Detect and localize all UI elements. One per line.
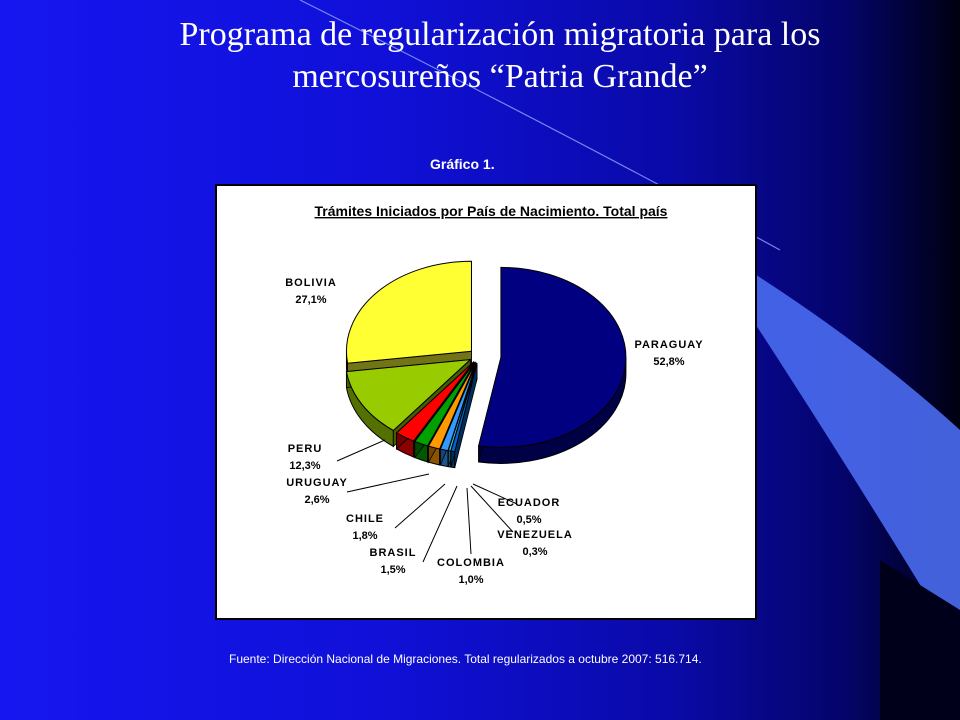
- source-footer: Fuente: Dirección Nacional de Migracione…: [229, 652, 702, 666]
- pie-slices: [345, 260, 627, 469]
- slice-label-colombia: COLOMBIA: [437, 557, 505, 569]
- pie-slice-top-bolivia: [345, 260, 472, 364]
- pie-slice-top-brasil: [427, 362, 477, 450]
- slice-value-paraguay: 52,8%: [653, 356, 684, 368]
- pie-labels: PARAGUAY 52,8% BOLIVIA 27,1% PERU 12,3% URUGUA…: [285, 277, 703, 586]
- slice-label-peru: PERU: [288, 443, 323, 455]
- slide-title: Programa de regularización migratoria pa…: [60, 14, 940, 98]
- pie-slice-top-ecuador: [450, 362, 478, 453]
- chart-caption: Gráfico 1.: [430, 156, 495, 172]
- chart-frame: Trámites Iniciados por País de Nacimient…: [215, 184, 757, 620]
- pie-slice-top-chile: [413, 362, 476, 447]
- pie-slice-top-peru: [345, 358, 472, 432]
- slice-value-venezuela: 0,3%: [522, 546, 547, 558]
- leader-line-venezuela: [470, 485, 514, 533]
- chart-title: Trámites Iniciados por País de Nacimient…: [315, 203, 668, 219]
- slice-value-brasil: 1,5%: [380, 564, 405, 576]
- slice-label-ecuador: ECUADOR: [498, 497, 561, 509]
- pie-slice-ecuador: [450, 362, 478, 469]
- slice-label-bolivia: BOLIVIA: [285, 277, 337, 289]
- slice-label-paraguay: PARAGUAY: [634, 339, 703, 351]
- slice-value-bolivia: 27,1%: [295, 294, 326, 306]
- pie-chart: Trámites Iniciados por País de Nacimient…: [285, 203, 703, 586]
- slice-label-uruguay: URUGUAY: [286, 477, 348, 489]
- slide-title-line-2: mercosureños “Patria Grande”: [292, 58, 708, 95]
- leader-line-uruguay: [346, 473, 430, 493]
- slice-label-brasil: BRASIL: [370, 547, 417, 559]
- decorative-wedge-dark: [880, 560, 960, 720]
- slice-value-ecuador: 0,5%: [516, 514, 541, 526]
- decorative-wedge: [700, 240, 960, 650]
- slide-title-line-1: Programa de regularización migratoria pa…: [179, 16, 821, 53]
- slice-value-uruguay: 2,6%: [304, 494, 329, 506]
- leader-line-peru: [336, 439, 386, 462]
- leader-line-brasil: [422, 485, 458, 563]
- slice-value-chile: 1,8%: [352, 530, 377, 542]
- slice-value-peru: 12,3%: [289, 460, 320, 472]
- leader-line-chile: [394, 483, 446, 529]
- leader-line-colombia: [466, 487, 472, 555]
- pie-slice-top-paraguay: [478, 266, 627, 448]
- slice-label-venezuela: VENEZUELA: [497, 529, 573, 541]
- leader-line-ecuador: [472, 483, 518, 505]
- pie-slice-top-uruguay: [395, 361, 474, 442]
- pie-slice-paraguay: [478, 266, 627, 464]
- slice-value-colombia: 1,0%: [458, 574, 483, 586]
- slice-label-chile: CHILE: [346, 513, 384, 525]
